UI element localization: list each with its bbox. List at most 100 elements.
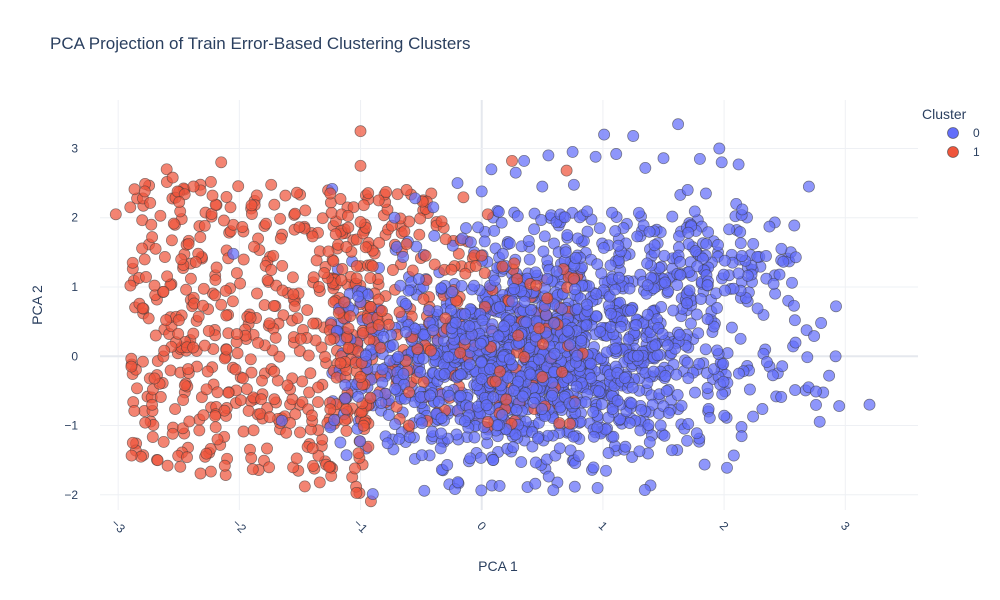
cluster-1-point[interactable]	[417, 293, 430, 306]
cluster-0-point[interactable]	[392, 350, 405, 363]
cluster-0-point[interactable]	[604, 321, 617, 333]
cluster-0-point[interactable]	[777, 255, 790, 268]
cluster-1-point[interactable]	[164, 364, 177, 377]
cluster-1-point[interactable]	[144, 196, 157, 209]
cluster-1-point[interactable]	[354, 216, 367, 228]
cluster-0-point[interactable]	[487, 391, 500, 404]
cluster-1-point[interactable]	[413, 228, 426, 241]
cluster-1-point[interactable]	[374, 341, 387, 354]
cluster-0-point[interactable]	[550, 265, 563, 278]
cluster-0-point[interactable]	[527, 396, 540, 409]
cluster-1-point[interactable]	[220, 343, 233, 356]
cluster-0-point[interactable]	[600, 464, 612, 477]
cluster-1-point[interactable]	[267, 249, 280, 262]
cluster-0-point[interactable]	[591, 258, 604, 271]
cluster-1-point[interactable]	[307, 317, 320, 330]
cluster-0-point[interactable]	[532, 432, 544, 445]
cluster-0-point[interactable]	[478, 235, 491, 248]
cluster-0-point[interactable]	[789, 336, 802, 349]
cluster-1-point[interactable]	[403, 419, 415, 432]
cluster-0-point[interactable]	[427, 324, 440, 337]
cluster-0-point[interactable]	[633, 445, 646, 458]
cluster-1-point[interactable]	[386, 264, 399, 276]
cluster-0-point[interactable]	[660, 385, 673, 398]
cluster-0-point[interactable]	[561, 229, 574, 242]
cluster-0-point[interactable]	[659, 276, 672, 289]
cluster-0-point[interactable]	[598, 128, 611, 141]
cluster-1-point[interactable]	[339, 414, 351, 427]
cluster-1-point[interactable]	[242, 404, 255, 417]
cluster-0-point[interactable]	[647, 365, 660, 378]
cluster-0-point[interactable]	[460, 222, 472, 235]
cluster-0-point[interactable]	[536, 180, 549, 193]
cluster-0-point[interactable]	[717, 375, 730, 388]
cluster-0-point[interactable]	[584, 357, 597, 370]
cluster-0-point[interactable]	[581, 225, 594, 238]
cluster-0-point[interactable]	[485, 163, 498, 176]
cluster-0-point[interactable]	[631, 230, 644, 243]
cluster-1-point[interactable]	[406, 264, 419, 277]
cluster-0-point[interactable]	[418, 484, 431, 497]
cluster-1-point[interactable]	[187, 180, 200, 193]
cluster-1-point[interactable]	[289, 207, 301, 220]
cluster-1-point[interactable]	[161, 270, 174, 283]
cluster-1-point[interactable]	[536, 371, 549, 383]
cluster-0-point[interactable]	[775, 391, 788, 403]
cluster-0-point[interactable]	[553, 442, 566, 455]
cluster-1-point[interactable]	[245, 199, 258, 212]
cluster-1-point[interactable]	[222, 386, 235, 399]
cluster-1-point[interactable]	[329, 228, 342, 241]
cluster-0-point[interactable]	[569, 252, 582, 264]
cluster-1-point[interactable]	[154, 391, 167, 403]
cluster-0-point[interactable]	[522, 235, 535, 247]
cluster-0-point[interactable]	[535, 403, 548, 415]
cluster-0-point[interactable]	[626, 381, 639, 394]
cluster-0-point[interactable]	[666, 444, 678, 457]
cluster-0-point[interactable]	[788, 314, 801, 327]
cluster-0-point[interactable]	[507, 384, 520, 397]
cluster-0-point[interactable]	[535, 214, 548, 226]
cluster-0-point[interactable]	[464, 452, 477, 465]
cluster-0-point[interactable]	[529, 456, 542, 469]
cluster-1-point[interactable]	[124, 279, 137, 292]
cluster-0-point[interactable]	[503, 237, 516, 250]
cluster-1-point[interactable]	[136, 302, 149, 315]
cluster-0-point[interactable]	[612, 239, 625, 252]
cluster-1-point[interactable]	[324, 403, 337, 416]
cluster-1-point[interactable]	[263, 461, 276, 474]
cluster-0-point[interactable]	[377, 330, 390, 343]
cluster-0-point[interactable]	[571, 349, 584, 362]
cluster-1-point[interactable]	[200, 447, 213, 460]
cluster-1-point[interactable]	[489, 375, 502, 388]
cluster-0-point[interactable]	[464, 236, 477, 249]
cluster-1-point[interactable]	[306, 230, 319, 243]
cluster-1-point[interactable]	[206, 189, 219, 202]
cluster-0-point[interactable]	[760, 356, 773, 369]
cluster-0-point[interactable]	[472, 221, 484, 234]
data-points[interactable]	[109, 118, 876, 508]
cluster-0-point[interactable]	[670, 368, 683, 381]
cluster-0-point[interactable]	[538, 230, 551, 243]
cluster-1-point[interactable]	[334, 357, 347, 370]
cluster-0-point[interactable]	[443, 389, 456, 402]
cluster-1-point[interactable]	[481, 208, 494, 221]
cluster-0-point[interactable]	[451, 177, 464, 190]
cluster-1-point[interactable]	[244, 311, 257, 324]
cluster-0-point[interactable]	[701, 279, 714, 292]
cluster-0-point[interactable]	[390, 240, 403, 253]
cluster-0-point[interactable]	[655, 301, 668, 313]
cluster-1-point[interactable]	[469, 260, 482, 273]
cluster-0-point[interactable]	[528, 223, 541, 236]
cluster-0-point[interactable]	[529, 266, 542, 279]
cluster-1-point[interactable]	[256, 374, 268, 387]
cluster-0-point[interactable]	[743, 383, 756, 396]
cluster-0-point[interactable]	[701, 382, 714, 394]
cluster-1-point[interactable]	[533, 322, 546, 335]
cluster-0-point[interactable]	[681, 434, 694, 447]
cluster-0-point[interactable]	[376, 363, 389, 376]
cluster-1-point[interactable]	[142, 312, 155, 325]
cluster-0-point[interactable]	[789, 251, 802, 264]
cluster-0-point[interactable]	[863, 398, 876, 411]
cluster-0-point[interactable]	[558, 211, 571, 224]
legend[interactable]: Cluster 0 1	[922, 106, 980, 159]
